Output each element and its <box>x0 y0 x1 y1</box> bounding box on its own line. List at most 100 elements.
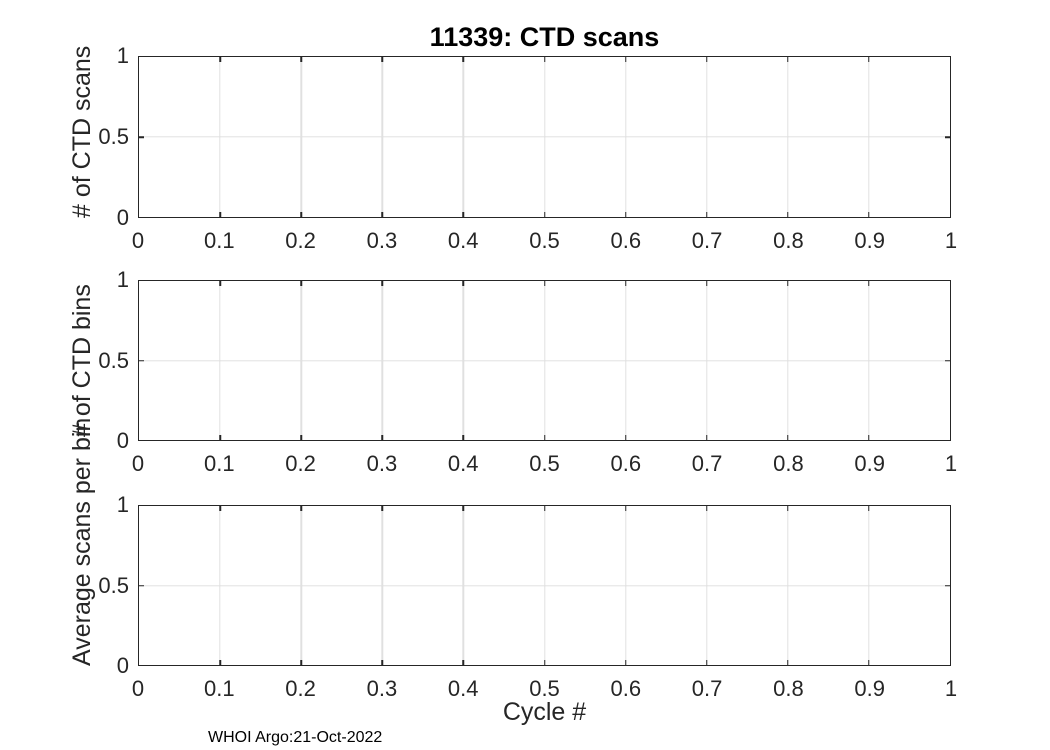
y-tick-label: 0.5 <box>98 572 129 598</box>
x-tick-label: 0.1 <box>204 451 235 476</box>
tick-mark <box>624 435 627 440</box>
tick-mark <box>868 281 870 286</box>
x-tick-label: 0.7 <box>691 228 723 253</box>
plot-area <box>138 505 951 666</box>
x-tick-label: 0 <box>131 451 145 476</box>
tick-mark <box>381 212 384 217</box>
plot-area <box>138 56 951 218</box>
tick-mark <box>945 136 950 138</box>
tick-mark <box>300 281 302 286</box>
tick-mark <box>624 660 627 665</box>
x-tick-label: 0.5 <box>529 228 560 253</box>
tick-mark <box>219 506 221 511</box>
tick-mark <box>462 57 465 62</box>
tick-mark <box>543 506 546 511</box>
tick-mark <box>300 435 302 440</box>
tick-mark <box>462 506 465 511</box>
y-tick-label: 0.5 <box>98 124 129 149</box>
tick-mark <box>787 660 789 665</box>
tick-mark <box>139 359 144 362</box>
figure-footer: WHOI Argo:21-Oct-2022 <box>208 729 383 746</box>
x-tick-label: 0.7 <box>691 451 723 476</box>
tick-mark <box>219 57 221 62</box>
x-tick-label: 0.2 <box>285 676 316 701</box>
tick-mark <box>139 136 144 138</box>
tick-mark <box>787 57 789 62</box>
tick-mark <box>787 435 789 440</box>
tick-mark <box>462 281 465 286</box>
x-tick-label: 0.5 <box>529 676 560 701</box>
tick-mark <box>543 660 546 665</box>
tick-mark <box>219 435 221 440</box>
tick-mark <box>868 506 870 511</box>
tick-mark <box>381 506 384 511</box>
tick-mark <box>705 506 708 511</box>
tick-mark <box>300 57 302 62</box>
tick-mark <box>787 281 789 286</box>
tick-mark <box>624 212 627 217</box>
y-tick-label: 1 <box>116 43 129 68</box>
x-tick-label: 0.9 <box>854 451 885 476</box>
tick-mark <box>139 584 144 587</box>
tick-mark <box>705 435 708 440</box>
x-tick-label: 0.3 <box>366 451 398 476</box>
x-tick-label: 0.8 <box>773 228 804 253</box>
x-tick-label: 0.3 <box>366 228 398 253</box>
tick-mark <box>381 57 384 62</box>
y-tick-label: 0 <box>116 205 129 230</box>
tick-mark <box>219 281 221 286</box>
y-tick-label: 1 <box>116 267 129 292</box>
x-tick-label: 0.8 <box>773 451 804 476</box>
x-tick-label: 1 <box>944 676 958 701</box>
tick-mark <box>462 435 465 440</box>
tick-mark <box>868 660 870 665</box>
x-tick-label: 0.9 <box>854 228 885 253</box>
tick-mark <box>705 281 708 286</box>
x-tick-label: 0.5 <box>529 451 560 476</box>
x-tick-label: 0.2 <box>285 451 316 476</box>
tick-mark <box>624 57 627 62</box>
tick-mark <box>624 281 627 286</box>
y-axis-label: Average scans per bin <box>68 417 96 666</box>
x-tick-label: 0.6 <box>610 228 642 253</box>
tick-mark <box>300 212 302 217</box>
tick-mark <box>705 57 708 62</box>
gridline <box>139 136 950 138</box>
tick-mark <box>787 506 789 511</box>
tick-mark <box>624 506 627 511</box>
x-tick-label: 1 <box>944 451 958 476</box>
x-tick-label: 0.4 <box>447 676 479 701</box>
tick-mark <box>219 660 221 665</box>
tick-mark <box>868 57 870 62</box>
x-tick-label: 1 <box>944 228 958 253</box>
x-tick-label: 0.8 <box>773 676 804 701</box>
x-tick-label: 0.2 <box>285 228 316 253</box>
x-tick-label: 0.7 <box>691 676 723 701</box>
tick-mark <box>787 212 789 217</box>
tick-mark <box>945 359 950 362</box>
tick-mark <box>705 212 708 217</box>
gridline <box>139 584 950 587</box>
tick-mark <box>543 435 546 440</box>
tick-mark <box>945 584 950 587</box>
y-tick-label: 0 <box>116 428 129 453</box>
tick-mark <box>868 435 870 440</box>
tick-mark <box>381 281 384 286</box>
tick-mark <box>219 212 221 217</box>
x-tick-label: 0.6 <box>610 676 642 701</box>
tick-mark <box>543 212 546 217</box>
tick-mark <box>543 281 546 286</box>
plot-area <box>138 280 951 441</box>
tick-mark <box>300 660 302 665</box>
tick-mark <box>462 212 465 217</box>
tick-mark <box>381 660 384 665</box>
x-tick-label: 0.1 <box>204 228 235 253</box>
gridline <box>139 359 950 362</box>
x-tick-label: 0.1 <box>204 676 235 701</box>
tick-mark <box>543 57 546 62</box>
x-tick-label: 0.4 <box>447 451 479 476</box>
